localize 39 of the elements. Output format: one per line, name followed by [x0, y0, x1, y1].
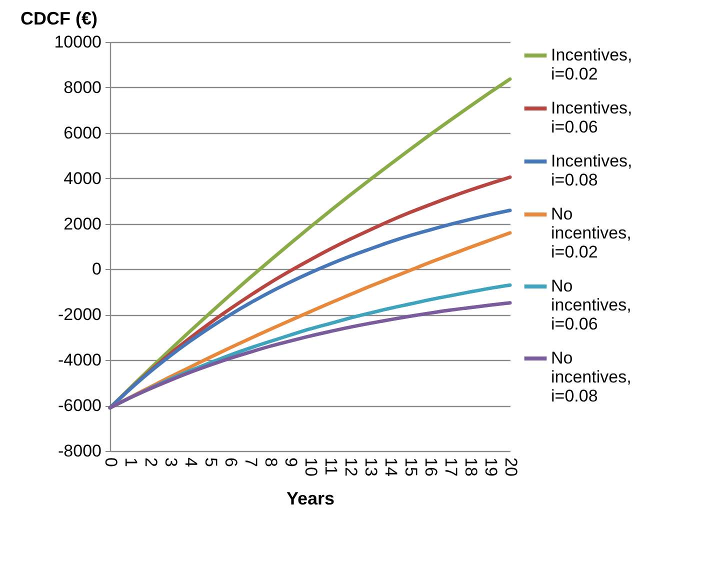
- y-tick-label: 8000: [64, 78, 102, 97]
- y-tick-label: 10000: [54, 32, 102, 52]
- x-tick-label: 10: [302, 458, 320, 476]
- y-tick-label: 4000: [64, 168, 102, 188]
- x-tick-label: 5: [202, 458, 220, 467]
- x-tick-label: 19: [482, 458, 500, 476]
- x-tick-label: 11: [322, 458, 340, 476]
- x-tick-label: 0: [102, 458, 120, 467]
- y-tick-label: 2000: [64, 214, 102, 234]
- x-tick-label: 14: [382, 458, 400, 476]
- x-tick-label: 2: [142, 458, 160, 467]
- x-tick-label: 8: [262, 458, 280, 467]
- x-tick-label: 12: [342, 458, 360, 476]
- x-tick-label: 18: [462, 458, 480, 476]
- y-tick-label: -4000: [58, 350, 102, 370]
- legend-label: Incentives, i=0.08: [551, 152, 632, 190]
- x-axis-title: Years: [286, 488, 335, 508]
- legend-label: No incentives, i=0.06: [551, 276, 632, 334]
- y-axis-title: CDCF (€): [20, 8, 98, 28]
- y-tick-label: 6000: [64, 123, 102, 142]
- x-tick-label: 1: [122, 458, 140, 467]
- x-tick-label: 20: [502, 458, 520, 476]
- y-tick-label: -6000: [58, 396, 102, 416]
- x-tick-label: 13: [362, 458, 380, 476]
- x-tick-label: 17: [442, 458, 460, 476]
- y-tick-label: -8000: [58, 442, 102, 460]
- y-tick-label: 0: [92, 260, 102, 279]
- x-tick-label: 3: [162, 458, 180, 467]
- legend-label: No incentives, i=0.08: [551, 348, 632, 406]
- x-tick-label: 4: [182, 458, 200, 467]
- x-tick-label: 16: [422, 458, 440, 476]
- legend-label: Incentives, i=0.06: [551, 98, 632, 136]
- x-tick-label: 7: [242, 458, 260, 467]
- x-tick-label: 6: [222, 458, 240, 467]
- legend-label: No incentives, i=0.02: [551, 204, 632, 262]
- legend-label: Incentives, i=0.02: [551, 46, 632, 84]
- y-tick-label: -2000: [58, 305, 102, 324]
- x-tick-label: 9: [282, 458, 300, 467]
- x-tick-label: 15: [402, 458, 420, 476]
